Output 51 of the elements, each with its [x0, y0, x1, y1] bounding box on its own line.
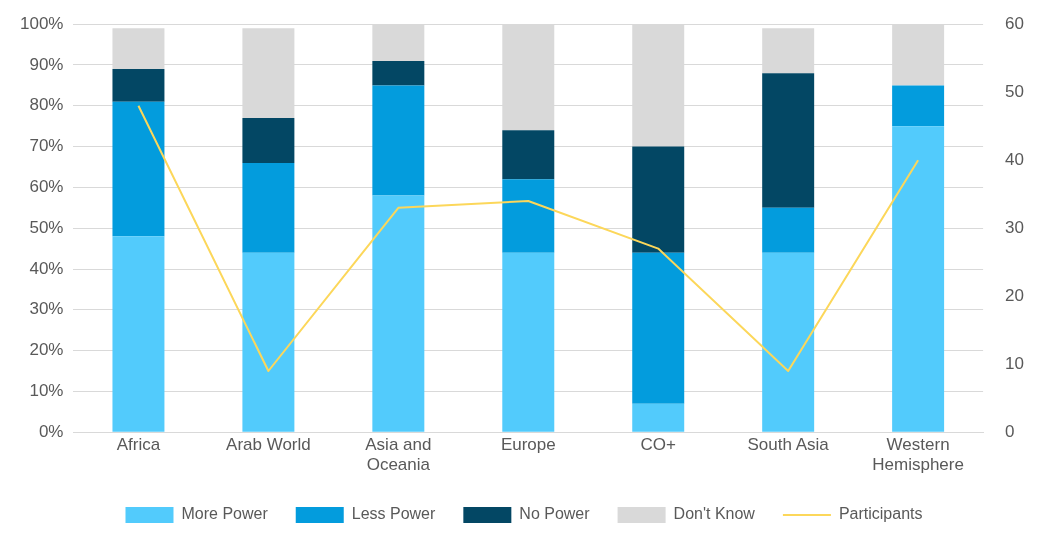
- legend-label: No Power: [519, 505, 591, 523]
- x-tick-label: Africa: [116, 435, 161, 455]
- bar: [372, 85, 425, 196]
- bar: [762, 252, 815, 432]
- y2-tick-label: 40: [1005, 149, 1025, 169]
- y-tick-label: 60%: [29, 177, 64, 197]
- legend-label: Don't Know: [673, 505, 756, 523]
- y2-tick-label: 20: [1005, 285, 1025, 305]
- y-tick-label: 70%: [29, 136, 64, 156]
- bar: [372, 24, 425, 61]
- bar: [112, 236, 165, 432]
- legend-label: More Power: [181, 505, 269, 523]
- y-tick-label: 100%: [20, 13, 64, 33]
- bar: [242, 162, 295, 253]
- x-tick-label: South Asia: [747, 435, 830, 455]
- y-tick-label: 10%: [29, 381, 64, 401]
- bar: [502, 130, 555, 180]
- y2-tick-label: 50: [1005, 81, 1025, 101]
- y-tick-label: 80%: [29, 95, 64, 115]
- bar: [112, 101, 165, 237]
- y2-tick-label: 30: [1005, 217, 1025, 237]
- x-tick-label: Western Hemisphere: [872, 435, 964, 475]
- bar: [112, 69, 165, 102]
- bar: [502, 179, 555, 253]
- y-tick-label: 40%: [29, 258, 64, 278]
- bar: [762, 207, 815, 253]
- y-tick-label: 0%: [38, 421, 64, 441]
- bar: [372, 195, 425, 432]
- legend-label: Less Power: [351, 505, 437, 523]
- bar: [372, 60, 425, 86]
- legend-label: Participants: [838, 505, 923, 523]
- y-tick-label: 50%: [29, 217, 64, 237]
- y2-tick-label: 60: [1005, 13, 1025, 33]
- x-tick-label: Asia and Oceania: [365, 435, 432, 475]
- y-tick-label: 30%: [29, 299, 64, 319]
- y2-tick-label: 10: [1005, 353, 1025, 373]
- y-tick-label: 90%: [29, 54, 64, 74]
- bar: [632, 252, 685, 404]
- bar: [892, 85, 945, 127]
- bar: [242, 118, 295, 163]
- x-tick-label: Europe: [500, 435, 556, 455]
- bar: [502, 252, 555, 432]
- y2-tick-label: 0: [1005, 421, 1015, 441]
- x-tick-label: Arab World: [226, 435, 311, 455]
- bar: [632, 146, 685, 253]
- bar: [892, 126, 945, 432]
- y-tick-label: 20%: [29, 340, 64, 360]
- bar: [242, 252, 295, 432]
- bar: [762, 73, 815, 208]
- x-tick-label: CO+: [640, 435, 677, 455]
- bar: [632, 403, 685, 432]
